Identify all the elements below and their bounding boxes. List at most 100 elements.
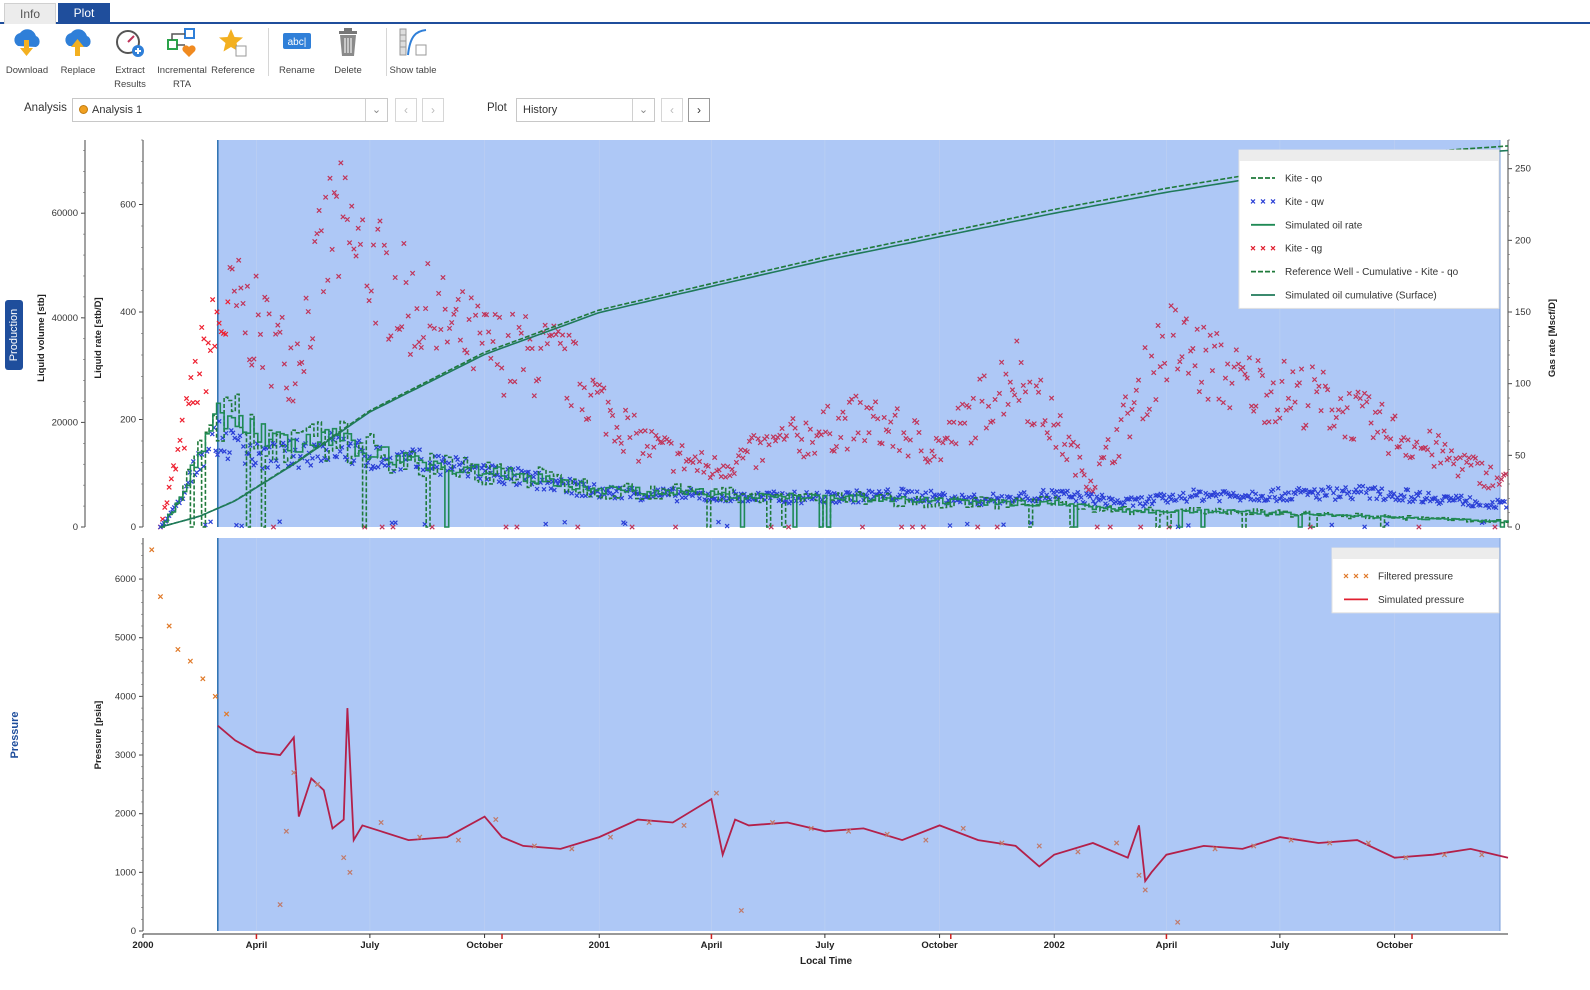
pressure-plain-area [143, 538, 218, 931]
qw-point [361, 453, 367, 459]
qg-point [205, 340, 211, 346]
incremental-rta-button[interactable]: Incremental RTA [152, 26, 212, 92]
qw-point [918, 499, 924, 505]
extract-results-button[interactable]: Extract Results [100, 26, 160, 92]
qw-point [1232, 494, 1238, 499]
qg-point [231, 288, 237, 294]
download-button[interactable]: Download [0, 26, 57, 78]
qg-point [957, 420, 963, 426]
qg-point [1381, 428, 1387, 434]
qw-point [1343, 484, 1349, 490]
qw-point [1194, 492, 1200, 498]
chevron-down-icon[interactable]: ⌄ [365, 99, 387, 121]
qw-point [995, 496, 1001, 501]
qw-point [769, 491, 775, 497]
plot-select[interactable]: History ⌄ [516, 98, 655, 122]
qw-point [327, 436, 333, 441]
replace-button[interactable]: Replace [48, 26, 108, 78]
chevron-down-icon[interactable]: ⌄ [632, 99, 654, 121]
reference-button[interactable]: Reference [203, 26, 263, 78]
qw-point [678, 489, 683, 495]
qw-point [850, 499, 856, 505]
pressure-axis-tick-label: 2000 [115, 809, 136, 820]
qw-point [1341, 488, 1347, 494]
chevron-right-icon: › [431, 103, 435, 117]
qw-point [919, 492, 925, 498]
qw-point [543, 521, 549, 527]
qw-point [323, 447, 329, 453]
qg-point [1011, 392, 1018, 398]
qg-point [792, 425, 798, 431]
time-axis-tick-label: 2002 [1044, 940, 1065, 951]
qw-point [731, 489, 737, 495]
qw-point [999, 493, 1005, 499]
qw-point [826, 489, 832, 495]
plot-prev-button[interactable]: ‹ [661, 98, 683, 122]
qw-point [795, 495, 801, 500]
qg-point [859, 524, 866, 530]
qw-point [1367, 496, 1373, 502]
qw-point [1229, 493, 1235, 498]
delete-button[interactable]: Delete [318, 26, 378, 78]
qw-point [1408, 494, 1414, 500]
qw-point [244, 451, 250, 456]
qg-point [990, 418, 996, 424]
qw-point [1009, 499, 1015, 505]
qw-point [1327, 486, 1333, 491]
analysis-select[interactable]: Analysis 1 ⌄ [72, 98, 388, 122]
qg-point [662, 435, 668, 441]
qw-point [1208, 492, 1214, 498]
qw-point [1011, 497, 1017, 503]
qg-point [568, 402, 574, 409]
filtered-pressure-point [923, 837, 929, 843]
production-panel[interactable]: 0200400600020000400006000005010015020025… [36, 139, 1558, 533]
qg-point [1444, 457, 1450, 463]
qw-point [500, 479, 505, 485]
plot-next-button[interactable]: › [688, 98, 710, 122]
show-table-button[interactable]: Show table [383, 26, 443, 78]
qw-point [1388, 490, 1393, 495]
qw-point [1234, 493, 1240, 499]
qw-point [1334, 486, 1340, 491]
analysis-prev-button[interactable]: ‹ [395, 98, 417, 122]
qg-point [1059, 451, 1066, 457]
qw-point [847, 491, 853, 496]
qw-point [1236, 494, 1241, 500]
qg-point [586, 415, 592, 422]
qw-point [773, 493, 778, 499]
production-section-tab[interactable]: Production [5, 300, 23, 370]
qg-point [909, 524, 916, 530]
qg-point [1285, 395, 1292, 401]
qw-point [800, 495, 806, 501]
qg-point [555, 328, 561, 335]
tab-info[interactable]: Info [4, 3, 56, 24]
qw-point [565, 480, 571, 486]
qw-point [1410, 498, 1416, 504]
qw-point [1020, 497, 1025, 502]
qw-point [187, 470, 193, 475]
qw-point [272, 442, 277, 448]
qw-point [557, 478, 562, 484]
pressure-section-tab[interactable]: Pressure [9, 711, 21, 759]
qw-point [1063, 489, 1069, 495]
qw-point [1246, 493, 1252, 499]
qw-point [733, 491, 739, 497]
qg-point [848, 396, 855, 402]
qw-point [239, 523, 245, 529]
rename-button[interactable]: abc| Rename [267, 26, 327, 78]
qg-point [1233, 347, 1239, 353]
qw-point [961, 495, 967, 501]
qw-point [1096, 497, 1101, 503]
qg-point [1270, 380, 1276, 386]
analysis-next-button[interactable]: › [422, 98, 444, 122]
qg-point [885, 428, 892, 435]
cloud-download-icon [14, 29, 40, 56]
tab-plot[interactable]: Plot [58, 3, 110, 24]
qg-point [192, 358, 198, 364]
qw-point [541, 486, 547, 492]
qw-point [892, 497, 898, 503]
gas-rate-axis-label: Gas rate [Mscf/D] [1547, 299, 1558, 377]
qg-point [955, 405, 961, 411]
qg-point [451, 311, 457, 317]
